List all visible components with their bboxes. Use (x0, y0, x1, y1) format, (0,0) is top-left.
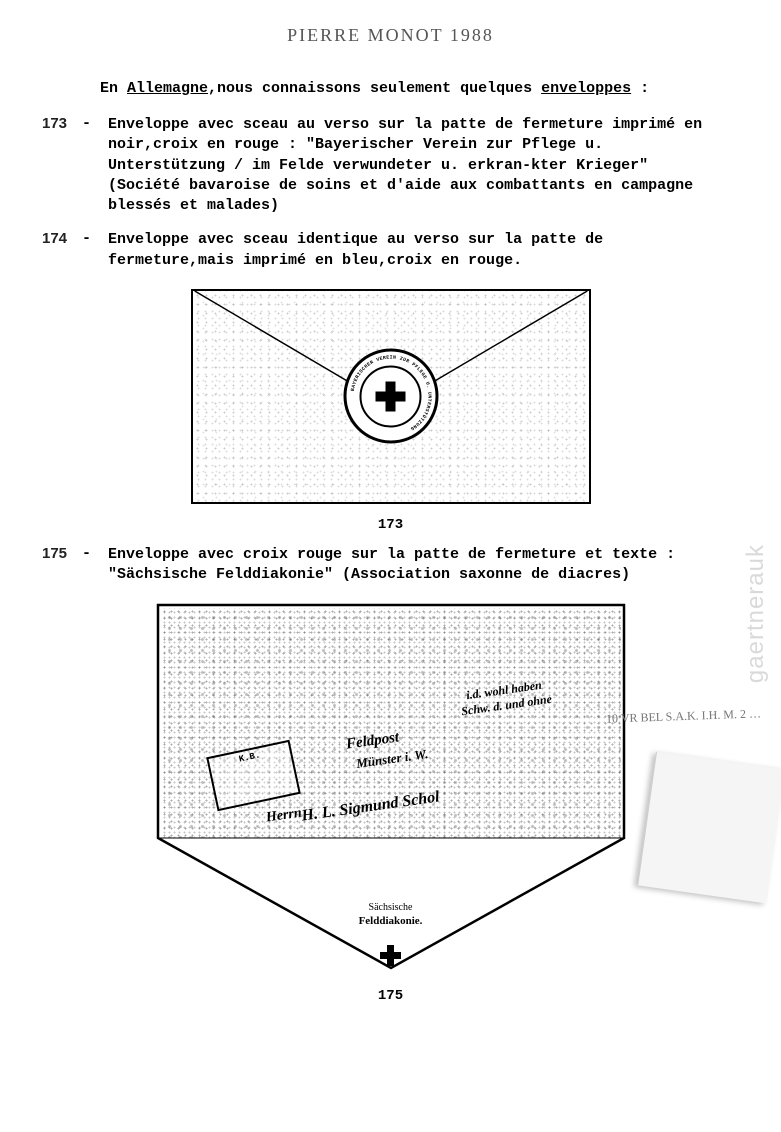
envelope-image-173: BAYERISCHER VEREIN ZUR PFLEGE U. UNTERST… (191, 289, 591, 504)
entry-174: 174 - Enveloppe avec sceau identique au … (42, 230, 751, 271)
entry-text: Enveloppe avec sceau au verso sur la pat… (108, 115, 718, 216)
intro-underline-1: Allemagne (127, 80, 208, 97)
entry-text: Enveloppe avec croix rouge sur la patte … (108, 545, 718, 586)
figure-173: BAYERISCHER VEREIN ZUR PFLEGE U. UNTERST… (30, 289, 751, 533)
envelope-seal: BAYERISCHER VEREIN ZUR PFLEGE U. UNTERST… (343, 349, 438, 444)
entry-dash: - (82, 115, 108, 216)
figure-caption: 175 (30, 988, 751, 1004)
envelope-label-top: Sächsische (369, 902, 413, 913)
entry-173: 173 - Enveloppe avec sceau au verso sur … (42, 115, 751, 216)
entry-dash: - (82, 545, 108, 586)
folded-paper-corner (637, 752, 781, 904)
envelope-image-175: K.B. Herrn H. L. Sigmund Schol Feldpost … (156, 603, 626, 973)
entry-number: 173 (42, 115, 82, 216)
entry-number: 175 (42, 545, 82, 586)
intro-underline-2: enveloppes (541, 80, 631, 97)
handwritten-header: PIERRE MONOT 1988 (287, 25, 494, 46)
envelope-label-bottom: Felddiakonie. (359, 915, 423, 927)
document-page: PIERRE MONOT 1988 En Allemagne,nous conn… (0, 0, 781, 1132)
figure-175: K.B. Herrn H. L. Sigmund Schol Feldpost … (30, 603, 751, 1004)
watermark-text: gaertnerauk (742, 544, 770, 683)
intro-suffix: : (631, 80, 649, 97)
entry-text: Enveloppe avec sceau identique au verso … (108, 230, 718, 271)
intro-line: En Allemagne,nous connaissons seulement … (100, 80, 751, 97)
intro-prefix: En (100, 80, 127, 97)
entry-number: 174 (42, 230, 82, 271)
entry-dash: - (82, 230, 108, 271)
intro-middle: ,nous connaissons seulement quelques (208, 80, 541, 97)
entry-175: 175 - Enveloppe avec croix rouge sur la … (42, 545, 751, 586)
figure-caption: 173 (30, 517, 751, 533)
